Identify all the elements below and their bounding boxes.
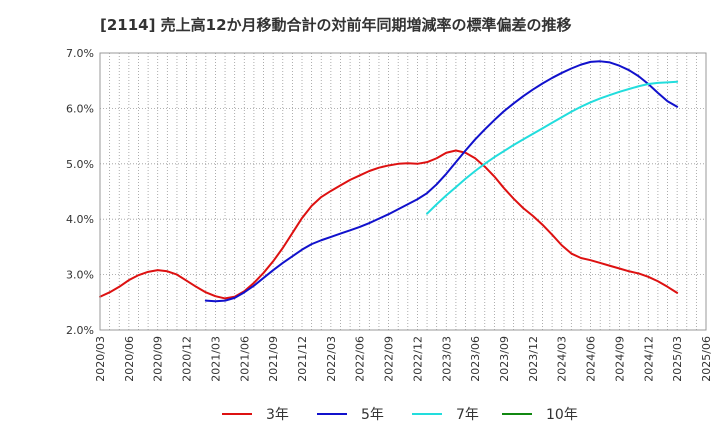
y-tick-label: 5.0% [66,158,94,171]
x-tick-label: 2023/12 [527,336,540,382]
legend-label-2: 5年 [361,407,384,423]
x-tick-label: 2020/09 [152,336,165,382]
x-tick-label: 2024/03 [556,336,569,382]
chart-title: [2114] 売上高12か月移動合計の対前年同期増減率の標準偏差の推移 [100,16,572,34]
x-tick-label: 2020/06 [123,336,136,382]
series-layer [99,60,679,303]
x-axis-ticks: 2020/03 2020/06 2020/09 2020/12 2021/03 2021/… [94,336,713,382]
x-tick-label: 2021/03 [209,336,222,382]
x-tick-label: 2024/06 [585,336,598,382]
plot-background [100,53,706,330]
y-tick-label: 7.0% [66,47,94,60]
legend-label-1: 3年 [266,407,289,423]
x-tick-label: 2024/09 [613,336,626,382]
x-tick-label: 2022/09 [383,336,396,382]
x-tick-label: 2022/06 [354,336,367,382]
y-axis-ticks: 2.0% 3.0% 4.0% 5.0% 6.0% 7.0% [66,47,94,337]
x-tick-label: 2021/06 [238,336,251,382]
x-tick-label: 2022/12 [411,336,424,382]
y-tick-label: 3.0% [66,269,94,282]
x-tick-label: 2021/09 [267,336,280,382]
y-tick-label: 4.0% [66,213,94,226]
x-tick-label: 2025/06 [700,336,713,382]
x-tick-label: 2023/09 [498,336,511,382]
y-tick-label: 6.0% [66,102,94,115]
x-tick-label: 2021/12 [296,336,309,382]
x-tick-label: 2024/12 [642,336,655,382]
x-tick-label: 2022/03 [325,336,338,382]
plot-border [99,52,707,331]
x-tick-label: 2020/03 [94,336,107,382]
x-tick-label: 2020/12 [181,336,194,382]
x-tick-label: 2023/06 [469,336,482,382]
series-line-1 [99,149,679,300]
series-line-2 [204,60,679,303]
y-tick-label: 2.0% [66,324,94,337]
legend-label-3: 7年 [456,407,479,423]
x-tick-label: 2025/03 [671,336,684,382]
x-tick-label: 2023/03 [440,336,453,382]
legend-label-4: 10年 [546,407,578,423]
series-line-3 [426,80,679,215]
legend: 3年 5年 7年 10年 [222,407,578,423]
